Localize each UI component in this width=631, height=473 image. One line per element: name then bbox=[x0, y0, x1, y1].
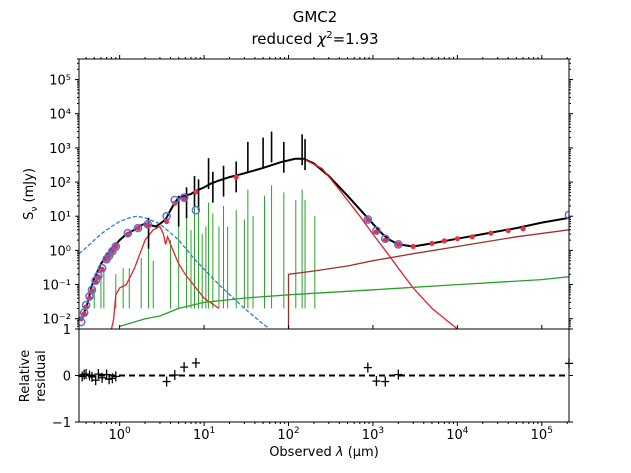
model-flux-point-5 bbox=[93, 279, 99, 285]
model-flux-point-31 bbox=[520, 226, 526, 232]
x-ticks: 100 101 102 103 104 105 bbox=[85, 55, 568, 443]
observed-point-1 bbox=[79, 308, 89, 318]
xlabel-suffix: (μm) bbox=[344, 445, 379, 460]
observed-point-21 bbox=[372, 226, 381, 235]
observed-point-2 bbox=[81, 300, 91, 310]
top-ytick-label-3: 10¹ bbox=[49, 210, 71, 225]
observed-point-14 bbox=[143, 219, 153, 229]
series-dust_emission bbox=[303, 158, 458, 329]
model-flux-point-13 bbox=[135, 225, 141, 231]
top-y-ticks: 10⁻² 10⁻¹ 10⁰ 10¹ 10² 10³ 10⁴ 10⁵ bbox=[42, 58, 573, 330]
series-total_model bbox=[81, 157, 569, 320]
observed-point-17 bbox=[179, 193, 189, 202]
top-ytick-label-0: 10⁻² bbox=[42, 313, 71, 328]
bottom-ytick-label-1: 0 bbox=[63, 370, 71, 385]
xtick-label-5: 105 bbox=[531, 426, 553, 443]
model-flux-point-30 bbox=[505, 227, 511, 234]
model-flux-point-24 bbox=[410, 243, 416, 250]
subtitle-sup: 2 bbox=[326, 30, 332, 41]
subtitle-chi: χ bbox=[316, 30, 327, 48]
xtick-label-2: 102 bbox=[277, 426, 299, 443]
ylabel-base: S bbox=[22, 212, 37, 220]
observed-point-7 bbox=[97, 263, 107, 273]
top-y-axis-label: Sν (mJy) bbox=[22, 168, 40, 220]
model-flux-point-12 bbox=[125, 231, 131, 237]
observed-point-11 bbox=[111, 242, 121, 251]
observed-point-12 bbox=[123, 228, 133, 238]
model-flux-point-7 bbox=[99, 266, 105, 272]
top-ytick-label-6: 10⁴ bbox=[49, 108, 71, 123]
model-flux-point-1 bbox=[81, 311, 87, 317]
series-radio bbox=[287, 229, 569, 329]
top-ytick-label-4: 10² bbox=[49, 176, 71, 191]
bottom-y-axis-label-line2: residual bbox=[34, 350, 49, 402]
ylabel-sub: ν bbox=[30, 207, 40, 212]
series-stellar_attenuated bbox=[110, 225, 220, 329]
x-axis-label: Observed λ (μm) bbox=[269, 445, 379, 460]
model-flux-point-25 bbox=[429, 240, 435, 247]
model-flux-point-29 bbox=[488, 230, 494, 236]
observed-point-24 bbox=[564, 210, 569, 220]
observed-point-16 bbox=[170, 195, 180, 205]
model-flux-point-27 bbox=[454, 236, 460, 242]
model-flux-point-21 bbox=[373, 229, 380, 235]
top-ytick-label-1: 10⁻¹ bbox=[42, 279, 71, 294]
observed-point-4 bbox=[87, 285, 97, 295]
ylabel-suffix: (mJy) bbox=[22, 168, 37, 206]
model-flux-point-14 bbox=[145, 222, 151, 228]
observed-point-13 bbox=[133, 223, 143, 233]
xlabel-lambda: λ bbox=[335, 445, 344, 460]
observed-point-23 bbox=[394, 240, 403, 249]
observed-point-15 bbox=[162, 211, 171, 221]
xtick-label-4: 104 bbox=[446, 426, 469, 443]
subtitle-prefix: reduced bbox=[251, 30, 317, 48]
bottom-y-axis-label-line1: Relative bbox=[18, 350, 33, 402]
observed-point-6 bbox=[94, 271, 103, 281]
model-flux-point-17 bbox=[181, 196, 187, 202]
top-ytick-label-5: 10³ bbox=[49, 142, 71, 157]
model-flux-point-28 bbox=[469, 234, 475, 240]
xtick-label-3: 103 bbox=[362, 426, 384, 443]
model-flux-point-19 bbox=[233, 174, 239, 180]
top-panel-frame bbox=[78, 58, 570, 330]
top-ytick-label-2: 10⁰ bbox=[49, 244, 71, 259]
bottom-ytick-label-0: 1 bbox=[63, 323, 71, 338]
top-ytick-label-7: 10⁵ bbox=[49, 74, 71, 89]
observed-point-18 bbox=[191, 205, 201, 215]
observed-point-22 bbox=[380, 234, 390, 244]
model-flux-point-20 bbox=[365, 216, 371, 223]
model-flux-point-18 bbox=[193, 189, 199, 195]
observed-point-0 bbox=[79, 317, 86, 327]
bottom-y-ticks: 1 0 −1 bbox=[52, 323, 573, 431]
bottom-ytick-label-2: −1 bbox=[52, 416, 71, 431]
series-nebular bbox=[119, 276, 569, 327]
model-flux-point-26 bbox=[441, 238, 447, 244]
xtick-label-1: 101 bbox=[193, 426, 215, 443]
observed-point-20 bbox=[363, 215, 373, 224]
xtick-label-0: 100 bbox=[109, 426, 132, 443]
series-stellar_unattenuated bbox=[79, 215, 271, 329]
chart-subtitle: reduced χ2=1.93 bbox=[251, 30, 378, 48]
xlabel-prefix: Observed bbox=[269, 445, 336, 460]
chart-title: GMC2 bbox=[293, 8, 338, 26]
model-flux-point-23 bbox=[395, 241, 401, 247]
subtitle-suffix: =1.93 bbox=[333, 30, 379, 48]
